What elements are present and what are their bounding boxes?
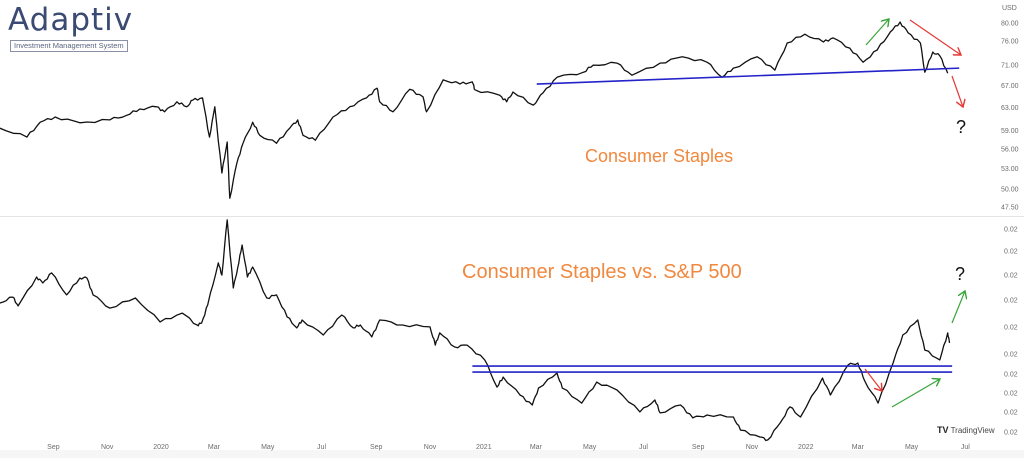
- x-tick-label: Sep: [47, 444, 60, 451]
- y-tick-label: 0.02: [1004, 351, 1018, 358]
- bottom-green-rise-arrow: [891, 379, 940, 408]
- x-tick-label: 2020: [153, 444, 169, 451]
- y-tick-label: 0.02: [1004, 409, 1018, 416]
- consumer-staples-price-line: [0, 21, 949, 199]
- brand-tagline: Investment Management System: [10, 40, 128, 52]
- y-axis-bottom[interactable]: 0.02 0.02 0.02 0.02 0.02 0.02 0.02 0.02 0.02 0.02: [1004, 227, 1018, 437]
- top-support-trendline: [536, 67, 960, 85]
- top-chart-title: Consumer Staples: [585, 146, 733, 166]
- y-tick-label: 63.00: [1001, 105, 1019, 112]
- x-axis[interactable]: Sep Nov 2020 Mar May Jul Sep Nov 2021 Mar May Jul Se…: [47, 444, 970, 451]
- x-tick-label: Sep: [370, 444, 383, 451]
- top-question-mark: ?: [956, 117, 966, 137]
- y-tick-label: 50.00: [1001, 186, 1019, 193]
- y-axis-top[interactable]: USD 80.00 76.00 71.00 67.00 63.00 59.00 56.00 5…: [1001, 5, 1019, 212]
- y-tick-label: 0.02: [1004, 248, 1018, 255]
- bottom-pane: [0, 219, 953, 442]
- y-tick-label: 0.02: [1004, 430, 1018, 437]
- x-tick-label: Mar: [530, 444, 543, 451]
- watermark-text: TradingView: [950, 426, 995, 435]
- y-tick-label: 0.02: [1004, 297, 1018, 304]
- currency-label: USD: [1002, 5, 1017, 12]
- x-tick-label: Jul: [317, 444, 326, 451]
- tradingview-logo-icon: TV: [937, 425, 949, 435]
- brand-name: Adaptiv: [8, 2, 134, 38]
- x-tick-label: May: [583, 444, 597, 451]
- top-pane: [0, 21, 960, 199]
- bottom-green-up-arrow: [951, 291, 965, 324]
- x-tick-label: May: [261, 444, 275, 451]
- y-tick-label: 76.00: [1001, 39, 1019, 46]
- top-green-up-arrow: [865, 19, 889, 46]
- top-red-down-arrow: [909, 19, 961, 55]
- x-tick-label: Sep: [692, 444, 705, 451]
- bottom-question-mark: ?: [955, 264, 965, 284]
- brand-logo: Adaptiv Investment Management System: [8, 2, 134, 52]
- staples-vs-sp500-ratio-line: [0, 219, 951, 442]
- y-tick-label: 0.02: [1004, 324, 1018, 331]
- y-tick-label: 59.00: [1001, 128, 1019, 135]
- tradingview-watermark[interactable]: TV TradingView: [937, 425, 995, 435]
- y-tick-label: 56.00: [1001, 146, 1019, 153]
- y-tick-label: 47.50: [1001, 205, 1019, 212]
- x-tick-label: Nov: [101, 444, 114, 451]
- top-red-breakdown-arrow: [951, 75, 963, 107]
- bottom-chart-title: Consumer Staples vs. S&P 500: [462, 261, 742, 283]
- y-tick-label: 0.02: [1004, 391, 1018, 398]
- y-tick-label: 0.02: [1004, 273, 1018, 280]
- x-tick-label: Nov: [424, 444, 437, 451]
- x-tick-label: Nov: [746, 444, 759, 451]
- bottom-border: [0, 450, 1024, 458]
- x-tick-label: 2021: [476, 444, 492, 451]
- y-tick-label: 71.00: [1001, 63, 1019, 70]
- x-tick-label: 2022: [798, 444, 814, 451]
- y-tick-label: 53.00: [1001, 166, 1019, 173]
- bottom-red-down-arrow: [864, 368, 882, 391]
- x-tick-label: Jul: [639, 444, 648, 451]
- x-tick-label: May: [905, 444, 919, 451]
- y-tick-label: 0.02: [1004, 227, 1018, 234]
- x-tick-label: Jul: [961, 444, 970, 451]
- y-tick-label: 0.02: [1004, 371, 1018, 378]
- y-tick-label: 80.00: [1001, 21, 1019, 28]
- y-tick-label: 67.00: [1001, 83, 1019, 90]
- x-tick-label: Mar: [208, 444, 221, 451]
- x-tick-label: Mar: [852, 444, 865, 451]
